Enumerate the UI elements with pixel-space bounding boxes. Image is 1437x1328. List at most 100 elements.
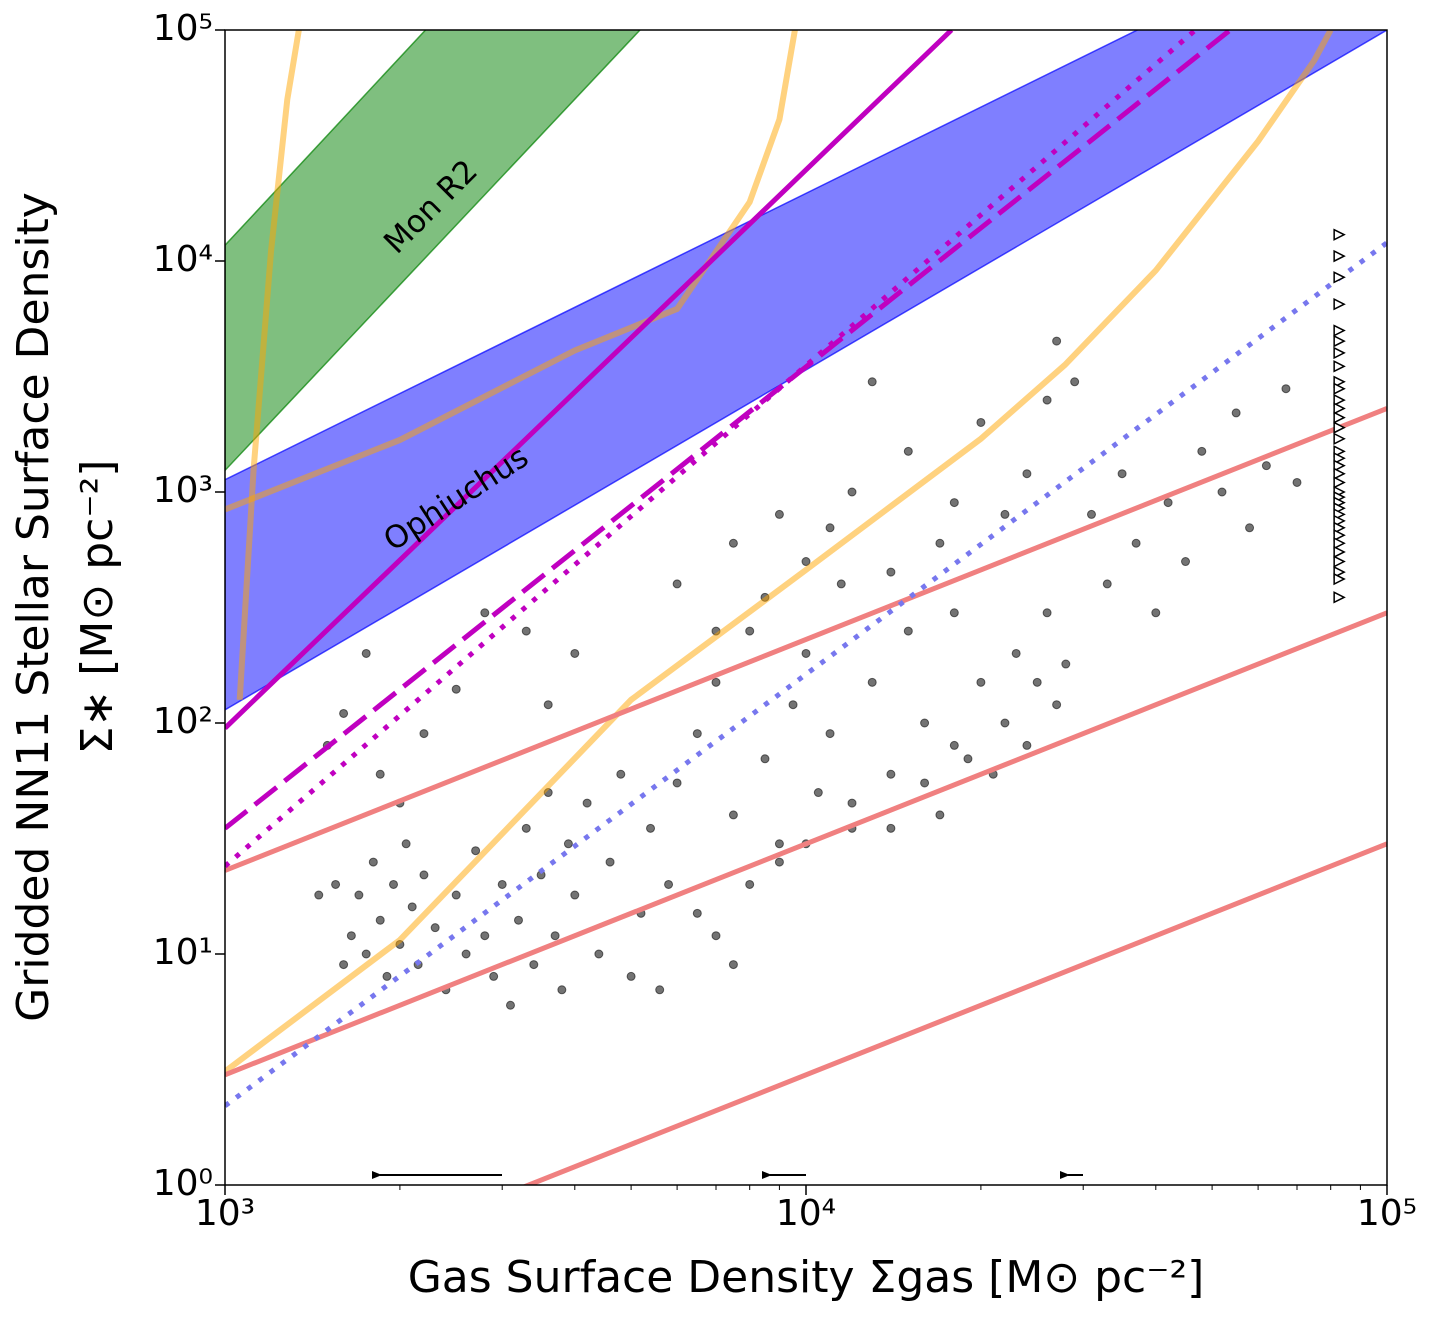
- y-tick-label: 10¹: [153, 932, 213, 973]
- scatter-point: [886, 769, 896, 779]
- scatter-point: [1281, 384, 1291, 394]
- scatter-point: [550, 931, 560, 941]
- scatter-point: [419, 729, 429, 739]
- scatter-point: [471, 846, 481, 856]
- scatter-point: [354, 890, 364, 900]
- scatter-point: [655, 985, 665, 995]
- limit-marker: [1333, 411, 1346, 424]
- scatter-point: [1022, 469, 1032, 479]
- scatter-point: [1261, 461, 1271, 471]
- scatter-point: [1086, 509, 1096, 519]
- scatter-point: [976, 417, 986, 427]
- scatter-point: [339, 960, 349, 970]
- scatter-point: [847, 798, 857, 808]
- scatter-point: [331, 879, 341, 889]
- scatter-point: [1032, 677, 1042, 687]
- scatter-point: [760, 754, 770, 764]
- scatter-point: [1011, 648, 1021, 658]
- scatter-point: [745, 879, 755, 889]
- scatter-point: [430, 923, 440, 933]
- scatter-point: [711, 677, 721, 687]
- scatter-point: [1151, 608, 1161, 618]
- scatter-point: [949, 498, 959, 508]
- scatter-point: [728, 960, 738, 970]
- scatter-point: [489, 971, 499, 981]
- line: [522, 841, 1387, 1185]
- limit-marker: [1333, 360, 1346, 373]
- scatter-point: [521, 823, 531, 833]
- limit-marker: [1333, 393, 1346, 407]
- line: [225, 406, 1387, 873]
- scatter-point: [672, 579, 682, 589]
- limit-marker: [1333, 529, 1346, 542]
- limit-marker: [1333, 459, 1346, 472]
- y-tick-label: 10⁵: [153, 8, 213, 49]
- scatter-point: [1061, 659, 1071, 669]
- scatter-point: [389, 879, 399, 889]
- scatter-point: [375, 769, 385, 779]
- y-tick-label: 10²: [153, 701, 213, 742]
- scatter-point: [949, 608, 959, 618]
- y-tick-label: 10⁰: [153, 1163, 213, 1204]
- limit-marker: [1333, 432, 1346, 445]
- scatter-point: [920, 718, 930, 728]
- scatter-point: [375, 915, 385, 925]
- scatter-point: [711, 931, 721, 941]
- scatter-point: [774, 857, 784, 867]
- scatter-point: [1070, 377, 1080, 387]
- scatter-point: [419, 870, 429, 880]
- line: [225, 30, 954, 730]
- x-tick-label: 10⁴: [776, 1193, 836, 1234]
- scatter-point: [1131, 538, 1141, 548]
- limit-marker: [1333, 402, 1346, 415]
- scatter-point: [543, 700, 553, 710]
- scatter-point: [605, 857, 615, 867]
- scatter-point: [745, 626, 755, 636]
- scatter-point: [1181, 557, 1191, 567]
- scatter-point: [847, 487, 857, 497]
- line: [225, 30, 1198, 869]
- scatter-point: [1217, 487, 1227, 497]
- scatter-point: [963, 754, 973, 764]
- scatter-point: [346, 931, 356, 941]
- limit-marker: [1333, 324, 1346, 337]
- scatter-point: [1042, 608, 1052, 618]
- scatter-point: [497, 879, 507, 889]
- scatter-point: [692, 908, 702, 918]
- plot-area: [225, 30, 1387, 1185]
- scatter-point: [801, 648, 811, 658]
- scatter-point: [339, 708, 349, 718]
- line: [225, 30, 798, 513]
- x-axis-label: Gas Surface Density Σgas [M⊙ pc⁻²]: [408, 1252, 1205, 1303]
- line: [225, 610, 1387, 1078]
- x-tick-label: 10⁵: [1357, 1193, 1417, 1234]
- line: [225, 30, 1232, 831]
- scatter-point: [521, 626, 531, 636]
- limit-marker: [1333, 271, 1346, 284]
- scatter-point: [451, 684, 461, 694]
- scatter-point: [570, 890, 580, 900]
- scatter-point: [949, 740, 959, 750]
- limit-marker: [1333, 545, 1346, 559]
- scatter-point: [451, 890, 461, 900]
- scatter-point: [886, 823, 896, 833]
- scatter-point: [1022, 740, 1032, 750]
- scatter-point: [672, 778, 682, 788]
- scatter-point: [505, 1000, 515, 1010]
- limit-marker: [1333, 555, 1346, 568]
- scatter-point: [801, 557, 811, 567]
- scatter-point: [557, 985, 567, 995]
- scatter-point: [1000, 718, 1010, 728]
- scatter-point: [903, 446, 913, 456]
- scatter-point: [1052, 336, 1062, 346]
- limit-marker: [1333, 476, 1346, 489]
- scatter-point: [836, 579, 846, 589]
- limit-marker: [1333, 537, 1346, 550]
- scatter-point: [361, 648, 371, 658]
- scatter-point: [692, 729, 702, 739]
- limit-marker: [1333, 334, 1346, 348]
- scatter-point: [361, 949, 371, 959]
- scatter-point: [646, 823, 656, 833]
- limit-marker: [1333, 346, 1346, 360]
